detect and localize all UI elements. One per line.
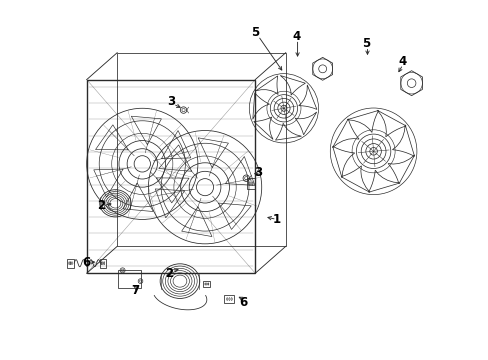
Text: 7: 7	[131, 284, 139, 297]
Text: 5: 5	[362, 37, 370, 50]
Text: 4: 4	[292, 30, 300, 43]
Text: 1: 1	[272, 213, 280, 226]
Text: 6: 6	[82, 256, 91, 269]
Text: 2: 2	[97, 199, 105, 212]
Text: 3: 3	[254, 166, 262, 179]
Text: 6: 6	[239, 296, 247, 309]
Text: 2: 2	[165, 267, 173, 280]
Text: 5: 5	[251, 27, 259, 40]
Text: 4: 4	[397, 55, 406, 68]
Text: 3: 3	[166, 95, 175, 108]
